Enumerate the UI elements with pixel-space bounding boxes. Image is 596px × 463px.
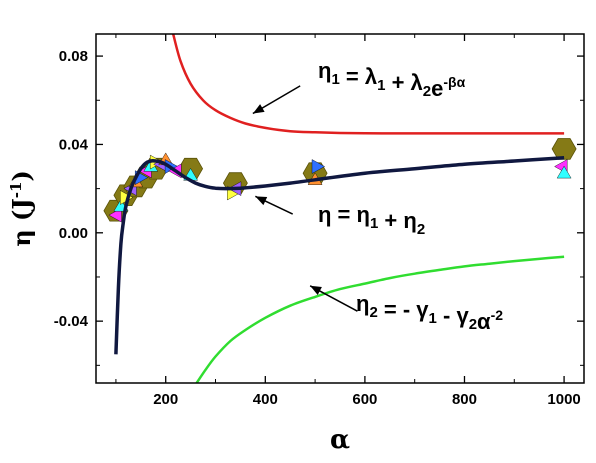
x-tick-label: 200 (153, 391, 178, 408)
x-tick-label: 800 (452, 391, 477, 408)
eta2-arrow-head (310, 285, 322, 295)
y-tick-label: 0.08 (59, 48, 88, 65)
x-tick-label: 600 (352, 391, 377, 408)
eta2-curve (195, 255, 565, 383)
y-tick-label: -0.04 (54, 313, 89, 330)
eta-curve (114, 155, 565, 355)
x-tick-label: 400 (253, 391, 278, 408)
y-tick-label: 0.04 (59, 136, 89, 153)
y-tick-label: 0.00 (59, 225, 88, 242)
eta-arrow-head (255, 196, 268, 206)
eta1-curve (171, 34, 565, 135)
eta1-arrow-head (252, 104, 265, 114)
data-point-marker (311, 159, 326, 174)
plot-frame (95, 33, 585, 384)
markers-layer (103, 138, 577, 355)
data-point-marker (556, 165, 572, 179)
eta2-equation-label: η2 = - γ1 - γ2α-2 (356, 291, 503, 334)
curves-layer (171, 34, 565, 383)
eta-equation-label: η = η1 + η2 (318, 202, 425, 238)
data-point-marker (108, 207, 122, 223)
x-axis-label: α (330, 425, 350, 455)
data-point-hexagon (551, 138, 577, 160)
eta1-equation-label: η1 = λ1 + λ2e-βα (318, 58, 466, 101)
x-tick-label: 1000 (547, 391, 580, 408)
axes-layer: 200 400 600 800 1000 -0.04 0.00 0.04 0.08 (54, 33, 585, 408)
annotations-layer: η1 = λ1 + λ2e-βα η = η1 + η2 η2 = - γ1 - γ… (252, 58, 503, 334)
y-axis-label: η (J-1) (7, 170, 36, 247)
